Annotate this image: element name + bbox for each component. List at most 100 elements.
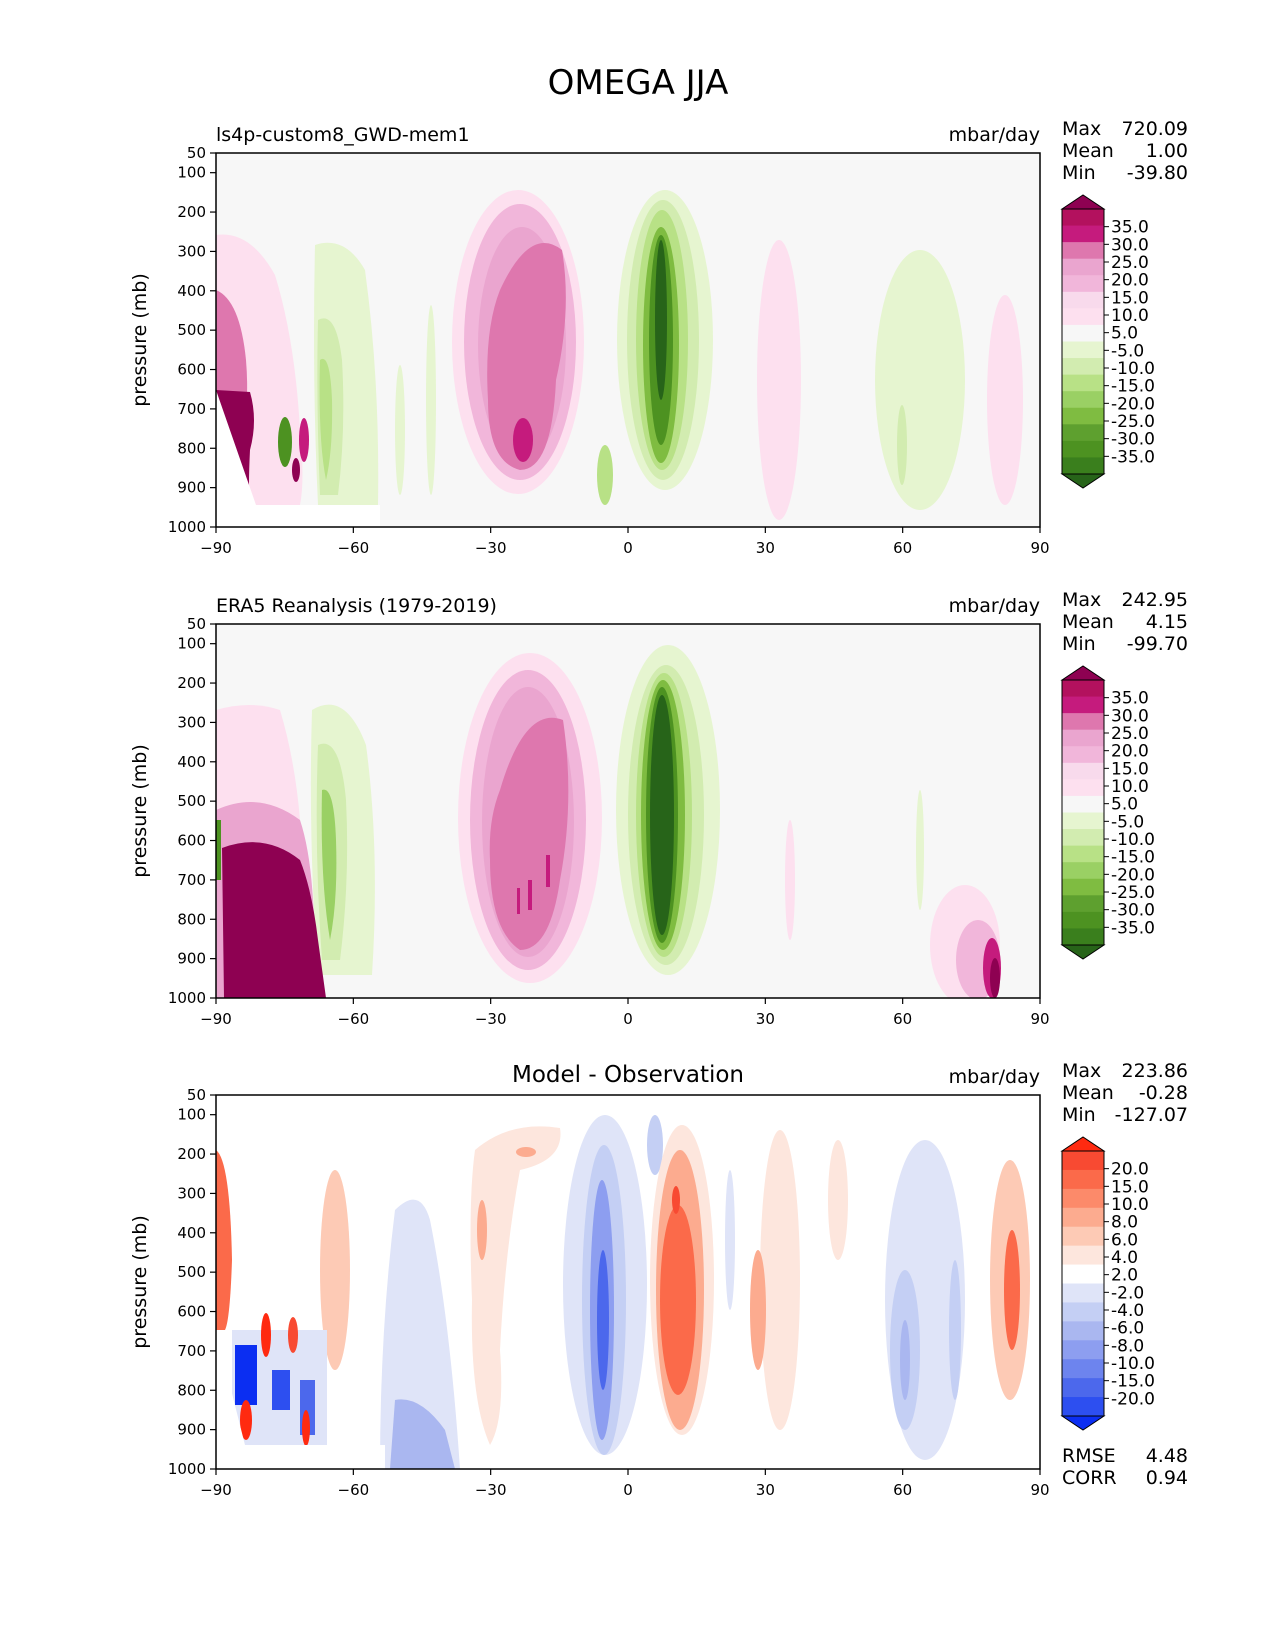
contour-patch [235,1345,257,1405]
colorbar-swatch [1062,779,1104,797]
y-tick-label: 700 [177,1342,206,1360]
y-tick-label: 400 [177,753,206,771]
y-tick-label: 800 [177,1381,206,1399]
colorbar-label: -8.0 [1111,1336,1144,1356]
contour-patch [987,295,1023,505]
contour-field [216,190,1023,527]
colorbar-label: 6.0 [1111,1230,1138,1250]
stat-mean-value: 4.15 [1146,611,1188,633]
contour-patch [222,842,326,998]
colorbar-swatch [1062,746,1104,764]
x-tick-label: 0 [623,539,633,557]
y-ticks: 50 100 200 300 400 500 600 700 800 900 1000 [168,615,216,1007]
stat-min-value: -99.70 [1127,633,1188,655]
panel-difference: Model - Observation mbar/day pressure (m… [129,1060,1188,1499]
colorbar-label: 4.0 [1111,1248,1138,1268]
x-tick-label: 60 [893,539,912,557]
stat-mean-value: -0.28 [1139,1082,1188,1104]
contour-patch [757,240,801,520]
x-tick-label: −60 [338,1481,370,1499]
stat-mean-label: Mean [1062,611,1114,633]
x-tick-label: 90 [1030,539,1049,557]
colorbar-label: -20.0 [1111,865,1155,885]
colorbar-extend-max [1060,1136,1106,1152]
colorbar-swatch [1062,242,1104,260]
contour-patch [660,1205,696,1395]
contour-patch [949,1260,961,1400]
contour-patch [990,958,1000,998]
colorbar-label: 10.0 [1111,306,1149,326]
x-tick-label: 30 [756,539,775,557]
colorbar-extend-min [1060,944,1106,960]
y-tick-label: 200 [177,674,206,692]
stat-min-label: Min [1062,633,1096,655]
colorbar-swatch [1062,291,1104,309]
y-tick-label: 600 [177,832,206,850]
stat-mean-label: Mean [1062,140,1114,162]
x-tick-label: 30 [756,1481,775,1499]
colorbar-label: -5.0 [1111,812,1144,832]
colorbar-swatch [1062,895,1104,913]
contour-patch [528,880,532,910]
y-tick-label: 200 [177,203,206,221]
colorbar-label: 15.0 [1111,288,1149,308]
colorbar-label: -10.0 [1111,1354,1155,1374]
y-tick-label: 600 [177,361,206,379]
colorbar-swatch [1062,457,1104,475]
contour-patch [487,243,566,470]
colorbar-swatch [1062,1302,1104,1322]
colorbar-swatch [1062,358,1104,376]
y-tick-label: 1000 [168,1460,206,1478]
colorbar-swatch [1062,308,1104,326]
colorbar-swatch [1062,862,1104,880]
stats-box: Max 223.86 Mean -0.28 Min -127.07 [1062,1060,1188,1126]
contour-patch [302,1410,310,1446]
colorbar-swatch [1062,845,1104,863]
contour-patch [725,1170,735,1310]
contour-patch [288,1317,298,1353]
colorbar-label: 8.0 [1111,1213,1138,1233]
colorbar-label: 15.0 [1111,759,1149,779]
y-tick-label: 700 [177,871,206,889]
y-tick-label: 900 [177,479,206,497]
contour-patch [395,365,405,495]
colorbar-label: 5.0 [1111,795,1138,815]
colorbar-swatch [1062,1264,1104,1284]
colorbar-swatch [1062,440,1104,458]
y-tick-label: 100 [177,164,206,182]
y-ticks: 50 100 200 300 400 500 600 700 800 900 1000 [168,144,216,536]
colorbar-label: 25.0 [1111,724,1149,744]
stat-mean-value: 1.00 [1146,140,1188,162]
topography-mask [216,390,380,527]
stat-max-label: Max [1062,1060,1101,1082]
y-tick-label: 1000 [168,518,206,536]
colorbar-swatch [1062,225,1104,243]
contour-patch [546,855,550,887]
figure-title: OMEGA JJA [548,63,729,103]
colorbar-swatch [1062,1245,1104,1266]
contour-field [216,645,1001,998]
contour-patch [916,790,924,910]
stat-max-value: 242.95 [1122,589,1188,611]
contour-patch [319,358,333,480]
colorbar-swatch [1062,729,1104,747]
colorbar-label: -2.0 [1111,1283,1144,1303]
panel-model: ls4p-custom8_GWD-mem1 mbar/day pressure … [129,118,1188,557]
x-tick-label: 30 [756,1010,775,1028]
colorbar-swatch [1062,878,1104,896]
contour-patch [517,888,520,914]
colorbar-frame [1061,679,1105,946]
y-tick-label: 300 [177,713,206,731]
y-tick-label: 800 [177,439,206,457]
colorbar-label: 35.0 [1111,218,1149,238]
panel-observation: ERA5 Reanalysis (1979-2019) mbar/day pre… [129,589,1188,1028]
contour-patch [477,1200,487,1260]
contour-patch [278,417,292,467]
x-tick-label: −30 [475,539,507,557]
contour-patch [750,1250,766,1370]
units-label: mbar/day [949,1066,1040,1088]
contour-patch [292,458,300,482]
colorbar-frame [1061,1150,1105,1417]
colorbar-frame [1061,208,1105,475]
colorbar-label: 30.0 [1111,706,1149,726]
